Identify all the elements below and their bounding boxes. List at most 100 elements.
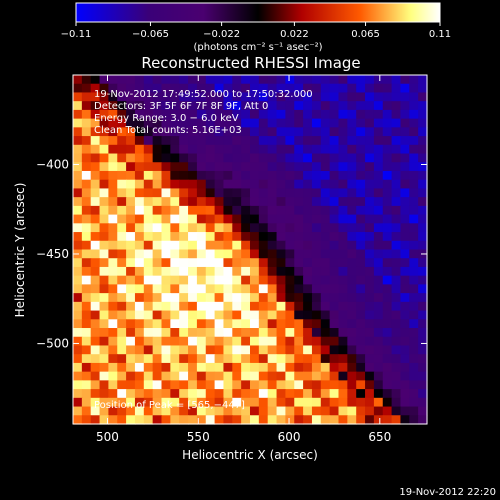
heatmap-cell: [241, 328, 251, 338]
heatmap-cell: [99, 136, 109, 146]
heatmap-cell: [161, 345, 171, 355]
heatmap-cell: [117, 136, 127, 146]
heatmap-cell: [117, 118, 127, 128]
heatmap-cell: [258, 345, 269, 355]
heatmap-cell: [391, 188, 402, 198]
heatmap-cell: [241, 127, 251, 137]
heatmap-cell: [391, 92, 402, 102]
heatmap-cell: [73, 144, 83, 155]
heatmap-cell: [267, 319, 278, 329]
heatmap-cell: [409, 214, 419, 224]
heatmap-cell: [223, 127, 233, 137]
heatmap-cell: [276, 188, 286, 198]
heatmap-cell: [117, 197, 127, 207]
heatmap-cell: [329, 389, 340, 399]
heatmap-cell: [303, 397, 313, 408]
heatmap-cell: [90, 223, 101, 233]
heatmap-cell: [99, 406, 109, 416]
heatmap-cell: [258, 336, 269, 347]
heatmap-cell: [391, 109, 402, 120]
heatmap-cell: [338, 223, 348, 233]
heatmap-cell: [90, 179, 101, 190]
heatmap-cell: [347, 118, 357, 128]
heatmap-cell: [81, 136, 92, 146]
heatmap-cell: [179, 170, 189, 181]
heatmap-cell: [214, 258, 225, 268]
heatmap-cell: [303, 144, 313, 155]
heatmap-cell: [99, 389, 109, 399]
heatmap-cell: [196, 284, 207, 294]
heatmap-cell: [179, 371, 189, 381]
heatmap-cell: [188, 240, 198, 251]
heatmap-cell: [373, 118, 384, 128]
heatmap-cell: [400, 415, 410, 425]
heatmap-cell: [161, 293, 171, 303]
heatmap-cell: [108, 92, 118, 102]
heatmap-cell: [126, 258, 136, 268]
heatmap-cell: [205, 266, 216, 277]
heatmap-cell: [365, 101, 375, 111]
heatmap-cell: [365, 319, 375, 329]
heatmap-cell: [81, 380, 92, 390]
heatmap-cell: [143, 127, 154, 137]
heatmap-cell: [338, 284, 348, 294]
heatmap-cell: [400, 328, 410, 338]
heatmap-cell: [161, 179, 171, 190]
heatmap-cell: [250, 144, 260, 155]
heatmap-cell: [161, 371, 171, 381]
heatmap-cell: [73, 223, 83, 233]
heatmap-cell: [373, 310, 384, 320]
heatmap-cell: [161, 170, 171, 181]
heatmap-cell: [170, 240, 180, 251]
heatmap-cell: [170, 249, 180, 259]
heatmap-cell: [400, 101, 410, 111]
heatmap-cell: [382, 406, 393, 416]
heatmap-cell: [303, 109, 313, 120]
heatmap-cell: [338, 109, 348, 120]
heatmap-cell: [311, 136, 322, 146]
heatmap-cell: [170, 284, 180, 294]
heatmap-cell: [170, 205, 180, 216]
heatmap-cell: [90, 397, 101, 408]
heatmap-cell: [108, 162, 118, 172]
heatmap-cell: [196, 179, 207, 190]
heatmap-cell: [320, 266, 331, 277]
heatmap-cell: [267, 371, 278, 381]
heatmap-cell: [365, 397, 375, 408]
x-tick-label: 650: [368, 430, 391, 444]
heatmap-cell: [391, 153, 402, 163]
heatmap-cell: [311, 153, 322, 163]
heatmap-cell: [161, 118, 171, 128]
heatmap-cell: [223, 354, 233, 364]
heatmap-cell: [205, 310, 216, 320]
heatmap-cell: [117, 328, 127, 338]
heatmap-cell: [391, 362, 402, 373]
heatmap-cell: [303, 101, 313, 111]
heatmap-cell: [117, 284, 127, 294]
heatmap-cell: [365, 75, 375, 85]
heatmap-cell: [73, 232, 83, 242]
heatmap-cell: [250, 75, 260, 85]
heatmap-cell: [108, 266, 118, 277]
heatmap-cell: [409, 197, 419, 207]
heatmap-cell: [161, 301, 171, 312]
heatmap-cell: [170, 83, 180, 94]
heatmap-cell: [267, 83, 278, 94]
heatmap-cell: [134, 188, 145, 198]
heatmap-cell: [126, 109, 136, 120]
heatmap-cell: [90, 310, 101, 320]
heatmap-cell: [196, 310, 207, 320]
heatmap-cell: [400, 153, 410, 163]
heatmap-cell: [205, 389, 216, 399]
heatmap-cell: [205, 275, 216, 285]
heatmap-cell: [161, 406, 171, 416]
heatmap-cell: [108, 345, 118, 355]
heatmap-cell: [108, 415, 118, 425]
heatmap-cell: [196, 162, 207, 172]
heatmap-cell: [365, 188, 375, 198]
heatmap-cell: [232, 240, 242, 251]
heatmap-cell: [338, 310, 348, 320]
heatmap-cell: [134, 406, 145, 416]
heatmap-cell: [382, 301, 393, 312]
heatmap-cell: [117, 75, 127, 85]
